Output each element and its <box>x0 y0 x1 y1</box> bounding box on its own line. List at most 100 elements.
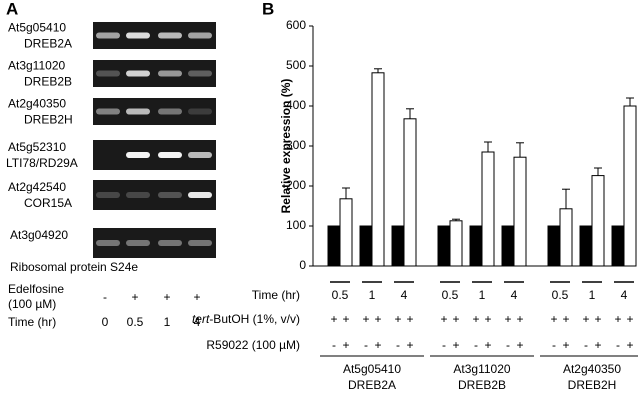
panel-label: A <box>6 0 18 18</box>
gene-id: At2g42540 <box>8 180 66 194</box>
gene-name: LTI78/RD29A <box>6 156 78 170</box>
gene-id: At5g05410 <box>8 21 66 35</box>
sign: - <box>616 338 620 352</box>
bar <box>449 220 463 267</box>
row-label: R59022 (100 µM) <box>206 338 300 352</box>
treatment-sign: - <box>103 290 107 304</box>
sign: + <box>504 312 511 326</box>
group-name: DREB2A <box>348 378 396 392</box>
band <box>188 32 212 39</box>
time-value: 4 <box>194 315 201 329</box>
gene-id: At2g40350 <box>8 97 66 111</box>
sign: - <box>396 338 400 352</box>
band <box>126 32 150 39</box>
sign: + <box>406 312 413 326</box>
bar <box>327 225 341 267</box>
x-tick-label: 0.5 <box>552 288 569 302</box>
gene-id: At3g11020 <box>8 59 65 73</box>
band <box>96 70 120 77</box>
sign: - <box>584 338 588 352</box>
sign: + <box>626 338 633 352</box>
error-bar <box>516 142 524 158</box>
bar <box>481 151 495 267</box>
x-tick-label: 1 <box>589 288 596 302</box>
bar <box>547 225 561 267</box>
sign: + <box>330 312 337 326</box>
sign: + <box>582 312 589 326</box>
y-tick-label: 200 <box>286 178 306 192</box>
sign: + <box>440 312 447 326</box>
band <box>126 108 150 115</box>
gene-name: Ribosomal protein S24e <box>10 260 138 274</box>
error-bar <box>374 68 382 73</box>
sign: + <box>550 312 557 326</box>
sign: - <box>552 338 556 352</box>
band <box>96 32 120 39</box>
sign: + <box>516 312 523 326</box>
bar <box>359 225 373 267</box>
band <box>96 108 120 115</box>
gene-name: DREB2A <box>24 37 72 51</box>
sign: + <box>562 312 569 326</box>
treatment-sign: + <box>131 290 138 304</box>
time-value: 0 <box>102 315 109 329</box>
x-tick-label: 1 <box>369 288 376 302</box>
sign: + <box>374 312 381 326</box>
y-tick-label: 0 <box>299 258 306 272</box>
sign: - <box>364 338 368 352</box>
sign: + <box>594 312 601 326</box>
y-tick-label: 100 <box>286 218 306 232</box>
band <box>188 108 212 115</box>
band <box>158 152 182 158</box>
band <box>126 152 150 158</box>
row-label-text: -ButOH (1%, v/v) <box>209 312 300 326</box>
y-tick-label: 600 <box>286 18 306 32</box>
error-bar <box>562 188 570 209</box>
sign: + <box>484 312 491 326</box>
row-label: Time (hr) <box>252 288 300 302</box>
sign: + <box>594 338 601 352</box>
time-label: Time (hr) <box>8 315 56 329</box>
row-label: tert-ButOH (1%, v/v) <box>192 312 300 326</box>
bar <box>579 225 593 267</box>
band <box>158 32 182 39</box>
band <box>158 70 182 77</box>
bar <box>591 175 605 267</box>
band <box>188 70 212 77</box>
band <box>96 240 120 246</box>
gel <box>93 98 216 125</box>
band <box>188 192 212 198</box>
gene-name: DREB2B <box>24 75 72 89</box>
x-tick-label: 4 <box>621 288 628 302</box>
band <box>158 108 182 115</box>
y-tick-label: 500 <box>286 58 306 72</box>
sign: + <box>472 312 479 326</box>
group-id: At5g05410 <box>343 362 401 376</box>
band <box>158 192 182 198</box>
treatment-sign: + <box>163 290 170 304</box>
bar <box>559 208 573 267</box>
error-bar <box>342 187 350 199</box>
y-tick-label: 400 <box>286 98 306 112</box>
sign: - <box>332 338 336 352</box>
bar <box>501 225 515 267</box>
sign: + <box>516 338 523 352</box>
time-value: 1 <box>164 315 171 329</box>
treatment-sign: + <box>193 290 200 304</box>
band <box>126 70 150 77</box>
group-name: DREB2B <box>458 378 506 392</box>
x-tick-label: 0.5 <box>332 288 349 302</box>
y-tick-label: 300 <box>286 138 306 152</box>
bar <box>391 225 405 267</box>
sign: + <box>342 312 349 326</box>
x-tick-label: 4 <box>511 288 518 302</box>
x-tick-label: 0.5 <box>442 288 459 302</box>
sign: + <box>406 338 413 352</box>
band <box>96 192 120 198</box>
gel <box>93 228 216 258</box>
band <box>188 152 212 158</box>
treatment-label: (100 µM) <box>8 297 56 311</box>
bar <box>469 225 483 267</box>
row-label-italic: tert <box>192 312 210 326</box>
band <box>126 240 150 246</box>
